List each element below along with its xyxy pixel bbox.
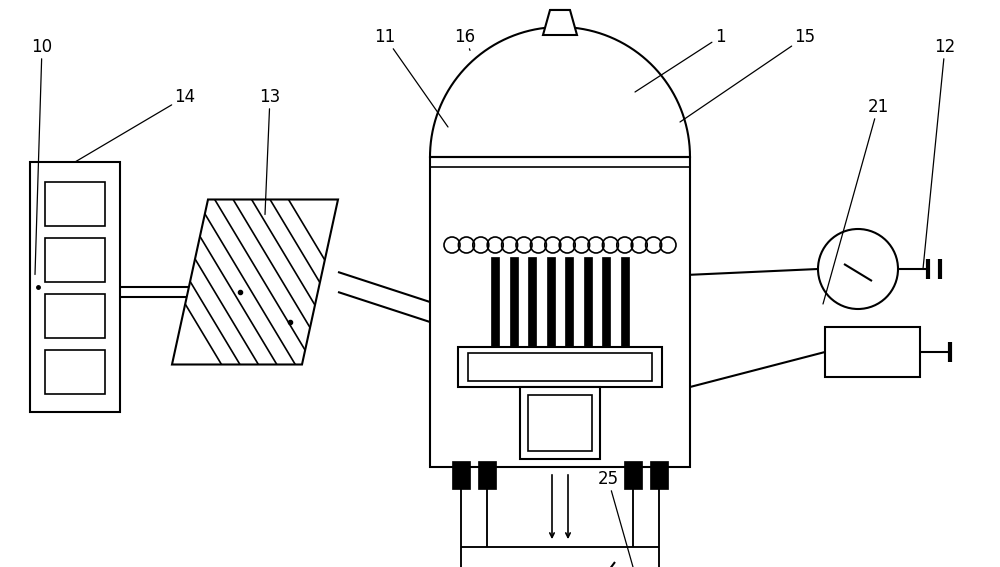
Bar — [491, 257, 499, 347]
Bar — [825, 327, 920, 377]
Bar — [478, 461, 496, 489]
Text: 13: 13 — [259, 88, 281, 214]
Polygon shape — [543, 10, 577, 35]
Bar — [45, 238, 105, 282]
Bar — [458, 347, 662, 387]
Bar — [45, 182, 105, 226]
Bar — [430, 157, 690, 467]
Bar — [520, 387, 600, 459]
Bar — [528, 257, 536, 347]
Bar — [452, 461, 470, 489]
Bar — [547, 257, 555, 347]
Bar — [510, 257, 518, 347]
Bar — [584, 257, 592, 347]
Bar — [30, 162, 120, 412]
Text: 20: 20 — [0, 566, 1, 567]
Text: 11: 11 — [374, 28, 448, 127]
Bar — [624, 461, 642, 489]
Bar — [45, 350, 105, 394]
Text: 1: 1 — [635, 28, 725, 92]
Bar — [45, 294, 105, 338]
Bar — [650, 461, 668, 489]
Text: 16: 16 — [454, 28, 476, 50]
Bar — [528, 395, 592, 451]
Text: 15: 15 — [680, 28, 816, 122]
Text: 10: 10 — [31, 38, 53, 274]
Text: 12: 12 — [923, 38, 956, 269]
Bar — [468, 353, 652, 381]
Text: 14: 14 — [75, 88, 196, 162]
Bar — [602, 257, 610, 347]
Text: 25: 25 — [597, 470, 633, 567]
Polygon shape — [172, 200, 338, 365]
Bar — [621, 257, 629, 347]
Text: 21: 21 — [823, 98, 889, 304]
Bar — [565, 257, 573, 347]
